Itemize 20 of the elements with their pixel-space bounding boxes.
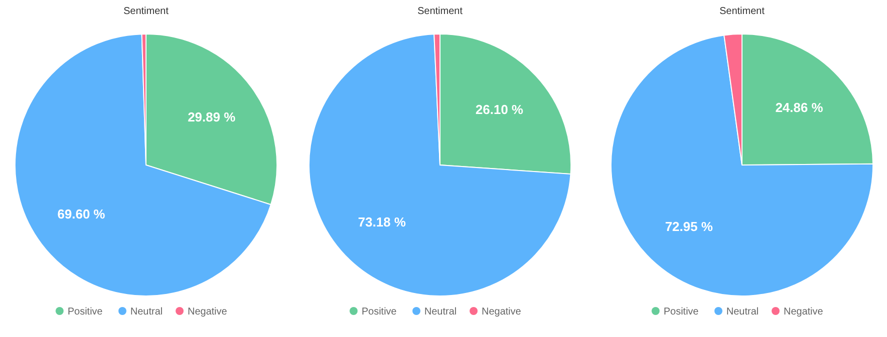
- chart-title: Sentiment: [123, 6, 169, 17]
- legend-label: Negative: [784, 306, 824, 318]
- legend-label: Negative: [482, 306, 522, 318]
- legend-label: Positive: [362, 306, 398, 318]
- legend-label: Neutral: [424, 306, 457, 318]
- chart-title: Sentiment: [719, 6, 765, 17]
- data-label: 69.60 %: [57, 206, 106, 222]
- pie-slice: [308, 34, 572, 296]
- legend-label: Positive: [68, 306, 104, 318]
- data-label: 73.18 %: [358, 214, 406, 230]
- data-label: 24.86 %: [775, 100, 824, 115]
- legend-label: Neutral: [726, 306, 759, 318]
- data-label: 29.89 %: [188, 110, 236, 125]
- chart-title: Sentiment: [417, 6, 463, 17]
- legend-label: Positive: [664, 306, 700, 318]
- legend-label: Neutral: [130, 306, 163, 318]
- data-label: 26.10 %: [476, 102, 524, 118]
- data-label: 72.95 %: [665, 219, 714, 234]
- legend-label: Negative: [188, 306, 228, 318]
- pie-slice: [610, 34, 874, 296]
